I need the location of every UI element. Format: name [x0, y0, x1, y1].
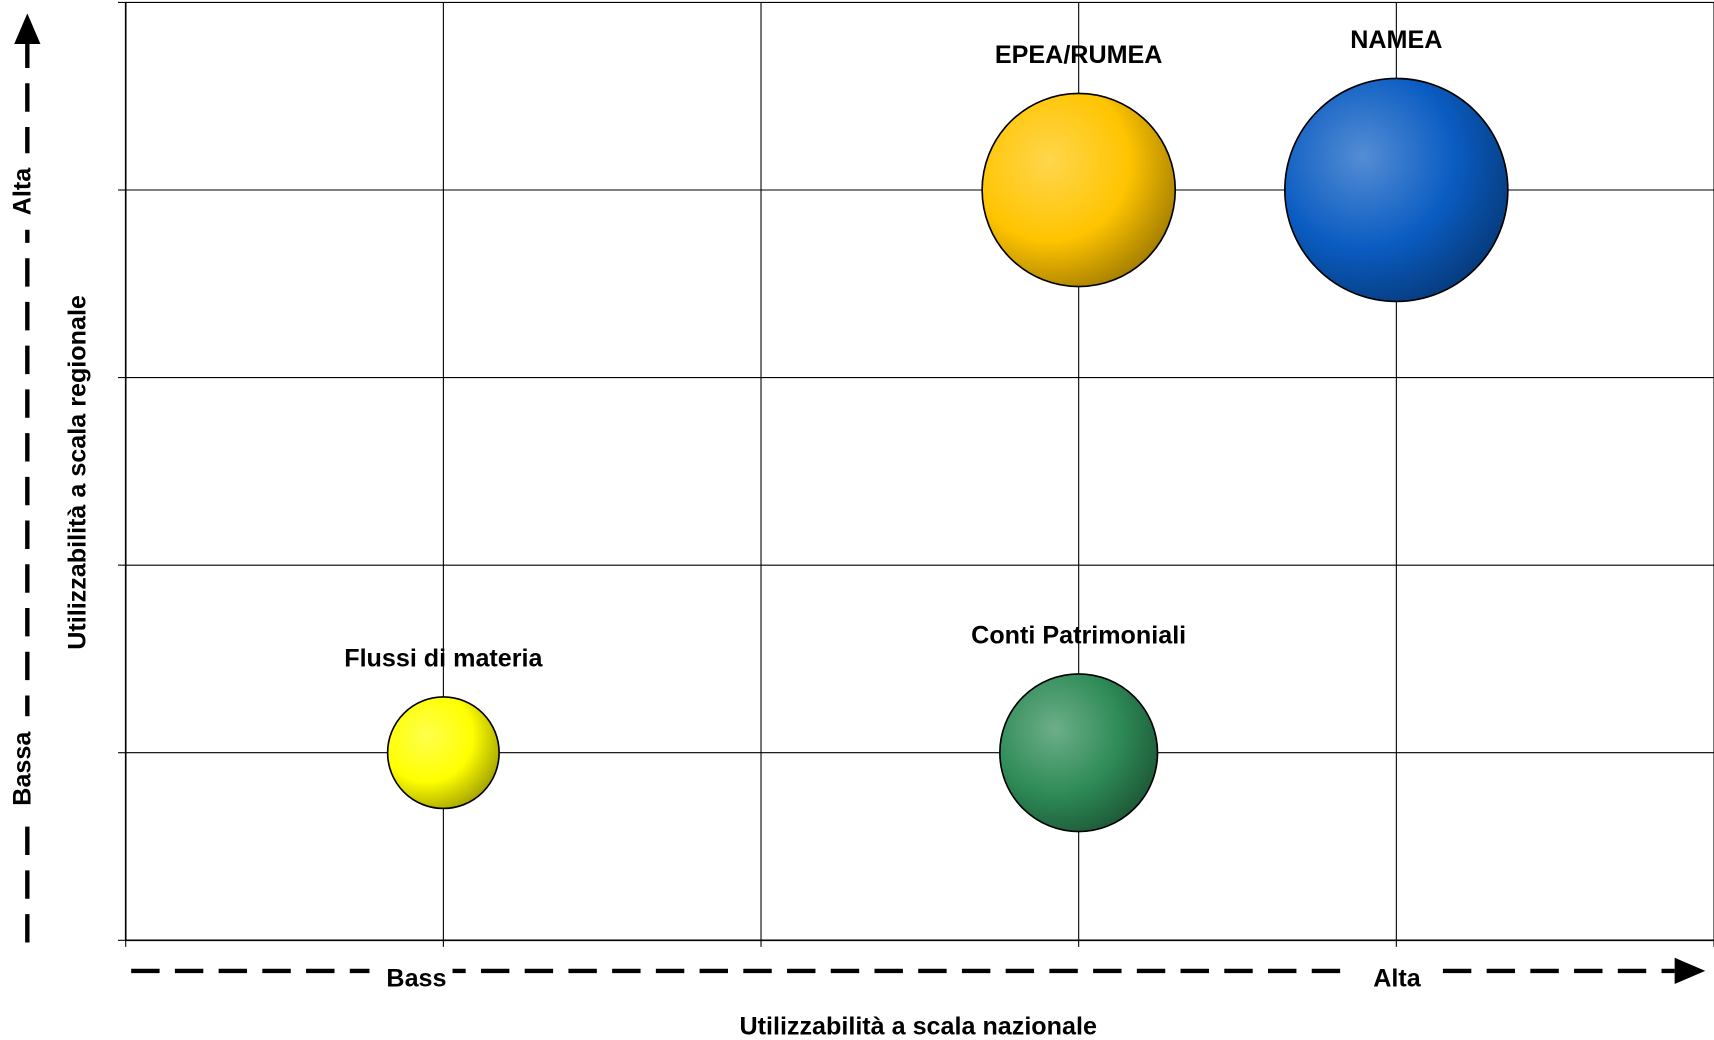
label-bg [8, 716, 46, 821]
x-arrow-head [1674, 957, 1706, 985]
bubble-label: Conti Patrimoniali [971, 621, 1186, 649]
y-axis-title: Utilizzabilità a scala regionale [63, 295, 91, 650]
x-high-label: Alta [1373, 964, 1421, 992]
x-axis-title: Utilizzabilità a scala nazionale [739, 1012, 1096, 1040]
bubble-label: NAMEA [1350, 26, 1442, 54]
bubble-label: Flussi di materia [344, 644, 543, 672]
x-low-label: Bass [386, 964, 446, 992]
bubble [981, 92, 1177, 288]
y-high-label: Alta [9, 167, 37, 215]
bubble [1284, 77, 1509, 303]
bubble [999, 673, 1159, 833]
label-bg [1353, 955, 1441, 989]
y-low-label: Bassa [9, 731, 37, 806]
bubble [386, 696, 500, 810]
bubble-label: EPEA/RUMEA [995, 41, 1163, 69]
y-arrow-head [14, 13, 41, 44]
label-bg [369, 955, 453, 989]
label-bg [8, 153, 46, 230]
